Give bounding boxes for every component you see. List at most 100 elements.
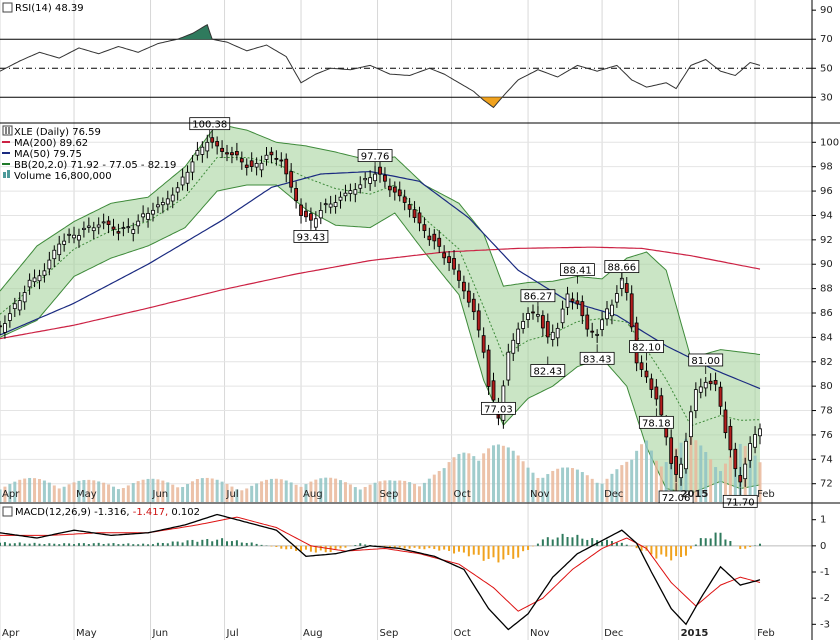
candle-body: [536, 314, 540, 317]
legend-text: Volume 16,800,000: [14, 171, 112, 182]
macd-histogram-bar: [443, 545, 446, 550]
volume-bar: [77, 480, 81, 502]
volume-bar: [482, 453, 486, 502]
candle-body: [136, 220, 141, 227]
callout-text: 97.76: [361, 152, 390, 163]
volume-bar: [358, 489, 362, 502]
svg-text:MACD(12,26,9) -1.316, -1.417,: MACD(12,26,9) -1.316, -1.417, 0.102: [15, 507, 200, 518]
candle-body: [0, 325, 2, 328]
price-axis-label: 88: [820, 284, 833, 295]
candle-body: [358, 184, 363, 189]
month-label-macd: Jun: [152, 628, 169, 639]
candle-body: [86, 225, 91, 228]
volume-bar: [531, 472, 535, 502]
volume-bar: [269, 478, 273, 502]
volume-bar: [230, 486, 234, 502]
month-label: Apr: [2, 489, 20, 500]
volume-bar: [551, 470, 555, 502]
macd-histogram-bar: [255, 543, 258, 546]
volume-bar: [477, 460, 481, 502]
macd-histogram-bar: [704, 538, 707, 546]
candle-body: [748, 443, 753, 461]
candle-body: [713, 380, 718, 385]
volume-bar: [605, 478, 609, 502]
candle-body: [610, 304, 614, 317]
candle-body: [52, 249, 57, 260]
candlesticks: [0, 129, 762, 487]
volume-bar: [373, 482, 377, 502]
macd-histogram-bar: [591, 538, 594, 546]
macd-histogram-bar: [650, 545, 653, 555]
macd-histogram-bar: [171, 541, 174, 546]
candle-body: [67, 233, 71, 236]
volume-bar: [398, 480, 402, 502]
candle-body: [353, 189, 358, 195]
macd-histogram-bar: [517, 545, 520, 558]
callout-box: [189, 117, 231, 131]
legend-volume-icon: [7, 170, 10, 178]
macd-histogram-bar: [122, 543, 125, 546]
macd-label-main: MACD(12,26,9) -1.316,: [15, 507, 130, 518]
macd-histogram-bar: [502, 545, 505, 560]
volume-bar: [496, 444, 500, 502]
month-label-macd: Aug: [303, 628, 323, 639]
macd-histogram-bar: [606, 539, 609, 546]
volume-bar: [329, 477, 333, 502]
candle-body: [185, 171, 190, 184]
volume-bar: [260, 481, 264, 502]
macd-histogram-bar: [3, 542, 6, 546]
volume-bar: [156, 479, 160, 502]
callout-box: [481, 401, 516, 415]
macd-histogram-bar: [684, 545, 687, 556]
callout-box: [357, 149, 393, 163]
candle-body: [249, 160, 254, 167]
candle-body: [575, 300, 580, 305]
macd-label-signal: -1.417,: [133, 507, 168, 518]
macd-histogram-bar: [453, 545, 456, 554]
candle-body: [659, 395, 664, 416]
candle-body: [338, 196, 343, 201]
volume-bar: [200, 478, 204, 502]
callout-text: 82.10: [632, 343, 661, 354]
candle-body: [743, 463, 748, 480]
macd-histogram-bar: [151, 544, 154, 546]
volume-bar: [136, 481, 140, 502]
price-axis-label: 86: [820, 308, 833, 319]
volume-bar: [131, 483, 135, 502]
rsi-indicator: [0, 23, 812, 109]
macd-axis-label: -3: [820, 619, 830, 630]
candle-body: [151, 209, 155, 215]
macd-histogram-bar: [147, 544, 150, 546]
macd-histogram-bar: [176, 541, 179, 546]
volume-bar: [215, 479, 219, 502]
volume-bar: [23, 478, 27, 502]
volume-bar: [664, 462, 668, 502]
macd-histogram-bar: [63, 543, 66, 546]
candle-body: [244, 164, 249, 168]
macd-histogram-bar: [433, 545, 436, 550]
month-label-macd: Dec: [604, 628, 623, 639]
volume-bar: [556, 468, 560, 502]
callout-text: 78.18: [642, 418, 671, 429]
callout-box: [604, 260, 640, 273]
candle-body: [738, 475, 743, 483]
candle-body: [624, 283, 629, 293]
candle-body: [397, 189, 402, 197]
macd-histogram-bar: [546, 537, 549, 546]
volume-bar: [640, 444, 644, 502]
macd-histogram-bar: [581, 538, 584, 546]
bollinger-lower-line: [0, 184, 761, 495]
volume-bar: [615, 469, 619, 502]
macd-histogram-bar: [467, 545, 470, 557]
volume-bar: [694, 440, 698, 502]
candle-body: [230, 152, 234, 156]
volume-bar: [42, 480, 46, 502]
month-label: Feb: [757, 489, 775, 500]
candle-body: [62, 240, 67, 245]
candle-body: [165, 198, 170, 205]
macd-histogram-bar: [744, 545, 747, 549]
month-label: Jul: [226, 489, 239, 500]
candle-body: [614, 293, 619, 303]
candle-body: [42, 270, 47, 276]
macd-histogram-bar: [640, 545, 643, 551]
